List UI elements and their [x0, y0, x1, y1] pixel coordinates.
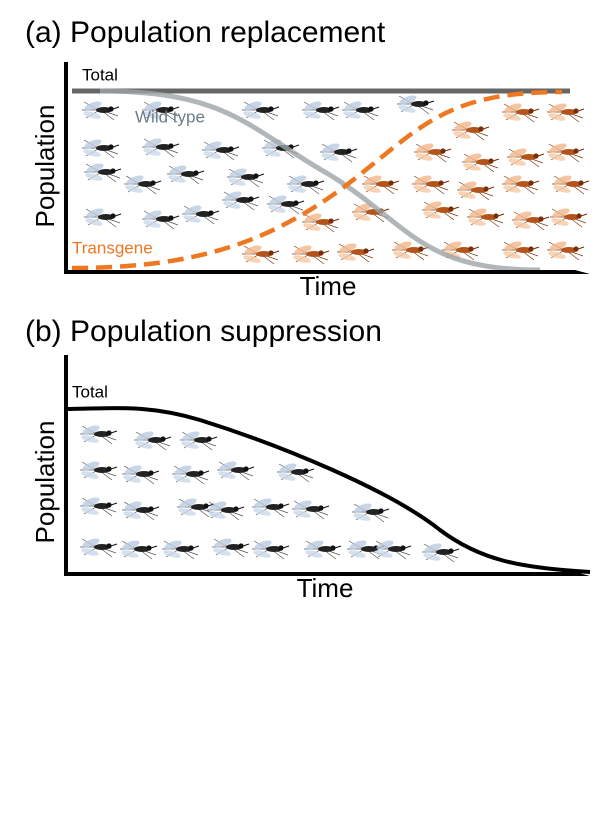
- mosquito-icon: [396, 93, 435, 115]
- mosquito-icon: [211, 536, 250, 558]
- mosquito-icon: [373, 538, 412, 560]
- mosquito-icon: [176, 496, 215, 518]
- mosquito-icon: [411, 173, 450, 195]
- mosquito-icon: [506, 146, 545, 168]
- wild-type-curve: [99, 88, 541, 273]
- mosquito-icon: [461, 151, 500, 173]
- mosquito-icon: [133, 429, 172, 451]
- mosquito-icon: [413, 141, 452, 163]
- mosquito-icon: [79, 423, 118, 445]
- mosquito-icon: [141, 208, 180, 230]
- mosquito-icon: [551, 173, 590, 195]
- mosquito-icon: [501, 101, 540, 123]
- x-axis: [64, 572, 590, 576]
- y-axis-label: Population: [30, 105, 60, 228]
- mosquito-icon: [179, 429, 218, 451]
- mosquito-icon: [501, 239, 540, 261]
- total-curve: [65, 406, 591, 574]
- mosquito-icon: [301, 99, 340, 121]
- mosquito-icon: [221, 189, 260, 211]
- mosquito-icon: [546, 101, 585, 123]
- transgene-curve: [71, 89, 563, 271]
- mosquito-icon: [79, 459, 118, 481]
- mosquito-icon: [361, 173, 400, 195]
- mosquito-icon: [119, 538, 158, 560]
- mosquito-icon: [336, 241, 375, 263]
- mosquito-icon: [286, 173, 325, 195]
- total-label: Total: [82, 65, 118, 84]
- mosquito-icon: [251, 538, 290, 560]
- mosquito-icon: [351, 501, 390, 523]
- mosquito-icon: [303, 538, 342, 560]
- mosquito-icon: [79, 495, 118, 517]
- mosquito-icon: [241, 99, 280, 121]
- mosquito-icon: [546, 141, 585, 163]
- mosquito-icon: [206, 499, 245, 521]
- mosquito-icon: [121, 499, 160, 521]
- mosquito-icon: [166, 163, 205, 185]
- mosquito-icon: [141, 136, 180, 158]
- mosquito-icon: [549, 206, 588, 228]
- x-axis: [64, 270, 590, 274]
- x-axis-label: Time: [297, 573, 354, 603]
- mosquito-icon: [301, 211, 340, 233]
- wild-type-label: Wild type: [135, 107, 205, 126]
- mosquito-icon: [81, 137, 120, 159]
- mosquito-icon: [121, 463, 160, 485]
- mosquito-icon: [266, 193, 305, 215]
- mosquito-icon: [81, 99, 120, 121]
- mosquito-icon: [421, 541, 460, 563]
- mosquito-icon: [83, 206, 122, 228]
- mosquito-icon: [341, 99, 380, 121]
- mosquito-icon: [276, 461, 315, 483]
- mosquito-icon: [251, 496, 290, 518]
- panel-title: (b) Population suppression: [25, 315, 382, 348]
- mosquito-icon: [421, 199, 460, 221]
- mosquito-icon: [171, 463, 210, 485]
- mosquito-icon: [226, 166, 265, 188]
- mosquito-icon: [79, 536, 118, 558]
- mosquito-icon: [181, 203, 220, 225]
- mosquito-icon: [161, 538, 200, 560]
- panel-title: (a) Population replacement: [25, 16, 386, 49]
- mosquito-icon: [456, 179, 495, 201]
- mosquito-icon: [123, 173, 162, 195]
- mosquito-icon: [511, 209, 550, 231]
- mosquito-icon: [546, 239, 585, 261]
- mosquito-icon: [466, 206, 505, 228]
- mosquito-icon: [451, 119, 490, 141]
- mosquito-icon: [241, 243, 280, 265]
- mosquito-icon: [201, 139, 240, 161]
- total-label: Total: [72, 382, 108, 401]
- mosquito-icon: [291, 243, 330, 265]
- x-axis-label: Time: [300, 271, 357, 301]
- y-axis-label: Population: [30, 421, 60, 544]
- mosquito-icon: [501, 173, 540, 195]
- mosquito-icon: [83, 161, 122, 183]
- mosquito-icon: [216, 459, 255, 481]
- mosquito-icon: [319, 141, 358, 163]
- transgene-label: Transgene: [72, 238, 153, 257]
- mosquito-icon: [291, 498, 330, 520]
